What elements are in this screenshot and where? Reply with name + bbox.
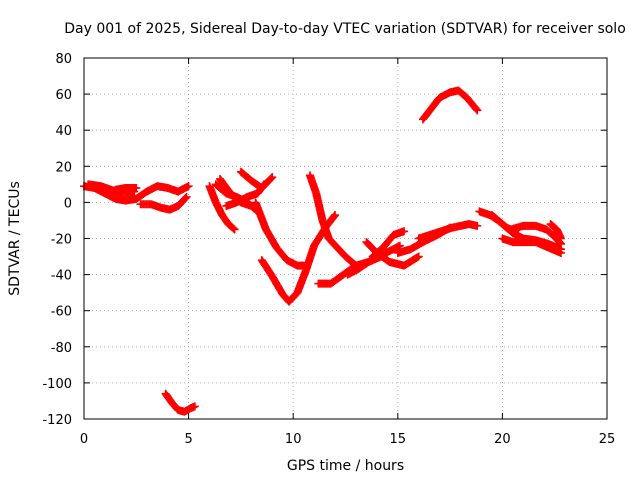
series-pass-24	[498, 234, 565, 257]
y-tick-label: -80	[51, 341, 72, 356]
x-tick-label: 25	[599, 432, 616, 447]
data-point	[229, 224, 238, 233]
x-tick-label: 20	[494, 432, 511, 447]
y-tick-label: -120	[42, 413, 72, 428]
series-pass-5	[136, 192, 191, 214]
series-pass-12	[251, 198, 308, 270]
data-point	[184, 182, 193, 191]
data-point	[182, 192, 191, 201]
axis-ticks	[83, 57, 608, 420]
series-pass-18	[368, 227, 409, 261]
y-tick-label: 20	[55, 160, 72, 175]
x-tick-label: 0	[80, 432, 88, 447]
y-tick-label: -60	[51, 305, 72, 320]
data-point	[331, 211, 340, 220]
data-point	[267, 174, 276, 183]
chart-title: Day 001 of 2025, Sidereal Day-to-day VTE…	[64, 21, 626, 37]
data-point	[181, 193, 190, 202]
series-pass-4	[132, 182, 193, 203]
y-tick-label: -20	[51, 233, 72, 248]
x-tick-labels: 0 5 10 15 20 25	[80, 432, 615, 447]
data-point	[472, 105, 481, 114]
x-tick-label: 5	[184, 432, 192, 447]
data-point	[473, 221, 482, 230]
series-pass-13	[257, 211, 340, 306]
x-axis-title: GPS time / hours	[287, 458, 404, 474]
y-tick-label: 0	[64, 196, 72, 211]
x-tick-label: 10	[285, 432, 302, 447]
y-tick-label: 80	[55, 52, 72, 67]
series-pass-7	[205, 182, 239, 234]
y-tick-labels: -120 -100 -80 -60 -40 -20 0 20 40 60 80	[42, 52, 72, 428]
series-pass-21	[418, 86, 482, 124]
data-point	[400, 227, 409, 236]
data-point	[330, 212, 339, 221]
data-point	[414, 252, 423, 261]
y-tick-label: 60	[55, 88, 72, 103]
data-points	[80, 86, 565, 416]
series-pass-2	[84, 180, 139, 198]
series-pass-3	[111, 183, 141, 194]
data-point	[230, 225, 239, 234]
series-pass-6	[161, 389, 199, 416]
series-pass-26	[546, 220, 565, 243]
data-point	[132, 183, 141, 192]
x-tick-label: 15	[390, 432, 407, 447]
data-point	[556, 234, 565, 243]
data-point	[268, 173, 277, 182]
data-point	[556, 248, 565, 257]
series-pass-11	[236, 167, 277, 192]
y-tick-label: -40	[51, 269, 72, 284]
data-point	[190, 402, 199, 411]
y-tick-label: -100	[42, 377, 72, 392]
data-point	[473, 106, 482, 115]
y-tick-label: 40	[55, 124, 72, 139]
series-pass-17	[362, 238, 423, 270]
series-pass-20	[414, 220, 482, 243]
y-axis-title: SDTVAR / TECUs	[7, 181, 23, 296]
